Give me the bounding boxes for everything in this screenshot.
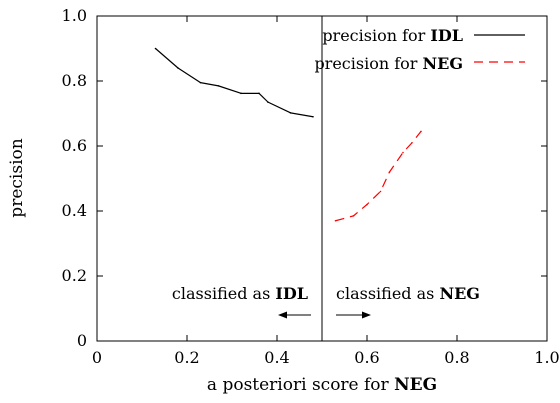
x-tick-label: 0.6: [354, 348, 379, 367]
data-point-idl: [154, 47, 157, 50]
x-axis-title: a posteriori score for NEG: [207, 375, 437, 395]
data-point-neg: [402, 151, 404, 154]
x-tick-label: 1.0: [534, 348, 559, 367]
annotation-classified-neg: classified as NEG: [336, 284, 480, 303]
data-point-idl: [199, 81, 202, 84]
data-point-neg: [411, 141, 413, 144]
y-axis-ticks: 0 0.2 0.4 0.6 0.8 1.0: [62, 6, 547, 350]
legend-label-idl: precision for IDL: [322, 26, 463, 45]
y-tick-label: 0.8: [62, 71, 87, 90]
data-point-neg: [352, 215, 355, 217]
y-tick-label: 0.6: [62, 136, 87, 155]
data-point-idl: [258, 92, 260, 95]
y-tick-label: 0.2: [62, 266, 87, 285]
y-tick-label: 0: [77, 331, 87, 350]
data-point-idl: [312, 115, 314, 118]
data-point-neg: [366, 203, 368, 206]
x-tick-label: 0: [92, 348, 102, 367]
data-point-neg: [420, 130, 422, 133]
x-tick-label: 0.8: [444, 348, 469, 367]
legend-label-neg: precision for NEG: [314, 54, 463, 73]
y-axis-title: precision: [7, 138, 27, 217]
legend: precision for IDL precision for NEG: [314, 26, 525, 73]
data-point-idl: [240, 92, 242, 95]
data-point-idl: [267, 101, 269, 103]
data-point-idl: [289, 112, 292, 114]
arrow-right-icon: [336, 311, 371, 319]
x-tick-label: 0.4: [264, 348, 289, 367]
data-point-neg: [379, 190, 382, 193]
data-point-neg: [334, 219, 337, 222]
x-axis-ticks: 0 0.2 0.4 0.6 0.8 1.0: [92, 16, 560, 367]
series-layer: [154, 47, 422, 222]
data-point-idl: [217, 85, 220, 87]
x-tick-label: 0.2: [174, 348, 199, 367]
data-point-neg: [388, 171, 391, 173]
arrow-left-icon: [278, 311, 311, 319]
data-point-idl: [177, 67, 179, 69]
annotation-classified-idl: classified as IDL: [172, 284, 308, 303]
series-line-neg: [335, 131, 422, 222]
series-line-idl: [155, 48, 314, 118]
y-tick-label: 0.4: [62, 201, 87, 220]
y-tick-label: 1.0: [62, 6, 87, 25]
